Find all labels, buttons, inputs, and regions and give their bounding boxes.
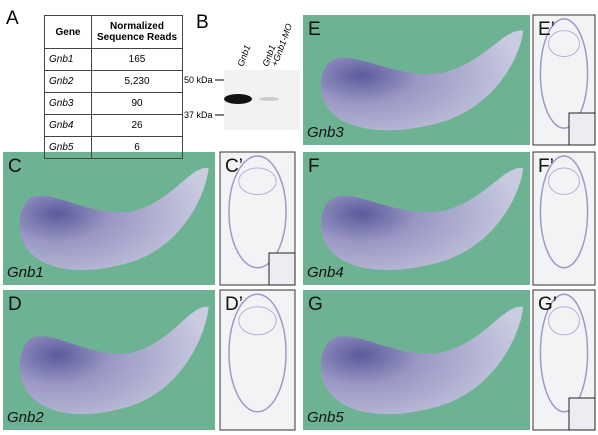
gene-label: Gnb4 bbox=[307, 264, 344, 281]
panel-label: D bbox=[8, 294, 22, 315]
lane-label: Gnb1 bbox=[235, 44, 252, 68]
embryo bbox=[19, 306, 209, 415]
gene-label: Gnb2 bbox=[7, 409, 44, 426]
inset bbox=[268, 252, 296, 286]
section bbox=[539, 155, 589, 269]
embryo bbox=[19, 167, 209, 270]
reads-cell: 6 bbox=[91, 136, 183, 159]
reads-cell: 165 bbox=[91, 48, 183, 71]
gene-label: Gnb1 bbox=[7, 264, 44, 281]
panel-label: E bbox=[308, 19, 321, 40]
gene-label: Gnb5 bbox=[307, 409, 344, 426]
panel-label: F’ bbox=[538, 156, 554, 177]
section-detail bbox=[548, 306, 580, 336]
header-cell: Gene bbox=[44, 15, 92, 49]
embryo bbox=[320, 306, 524, 415]
section-detail bbox=[548, 167, 580, 196]
reads-cell: 26 bbox=[91, 114, 183, 137]
section-detail bbox=[548, 30, 580, 58]
gene-cell: Gnb5 bbox=[44, 136, 92, 159]
panel-label: E’ bbox=[538, 19, 555, 40]
gene-cell: Gnb3 bbox=[44, 92, 92, 115]
panel-label: C’ bbox=[225, 156, 243, 177]
header-cell: Normalized Sequence Reads bbox=[91, 15, 183, 49]
reads-cell: 5,230 bbox=[91, 70, 183, 93]
gene-cell: Gnb1 bbox=[44, 48, 92, 71]
section bbox=[228, 293, 287, 413]
inset bbox=[568, 397, 596, 431]
marker-label: 50 kDa bbox=[184, 75, 213, 85]
section bbox=[228, 155, 287, 269]
panel-label: A bbox=[6, 8, 19, 29]
panel-label: G bbox=[308, 294, 323, 315]
embryo bbox=[320, 30, 524, 131]
panel-label: B bbox=[196, 12, 209, 33]
panel-label: F bbox=[308, 156, 320, 177]
reads-cell: 90 bbox=[91, 92, 183, 115]
section-detail bbox=[238, 306, 277, 336]
section bbox=[539, 293, 589, 413]
gene-cell: Gnb4 bbox=[44, 114, 92, 137]
embryo bbox=[320, 167, 524, 270]
section-image bbox=[219, 289, 296, 431]
panel-label: C bbox=[8, 156, 22, 177]
gene-cell: Gnb2 bbox=[44, 70, 92, 93]
gene-label: Gnb3 bbox=[307, 124, 344, 141]
inset bbox=[568, 112, 596, 146]
section bbox=[539, 18, 589, 129]
section-image bbox=[532, 151, 596, 286]
panel-label: G’ bbox=[538, 294, 557, 315]
reads-table: Gene Normalized Sequence Reads Gnb1 165 Gn… bbox=[44, 15, 183, 159]
lane-label: +Gnb1-MO bbox=[269, 22, 294, 68]
blot-band bbox=[259, 97, 279, 101]
marker-label: 37 kDa bbox=[184, 110, 213, 120]
section-detail bbox=[238, 167, 277, 196]
panel-label: D’ bbox=[225, 294, 243, 315]
blot-band bbox=[224, 94, 252, 104]
